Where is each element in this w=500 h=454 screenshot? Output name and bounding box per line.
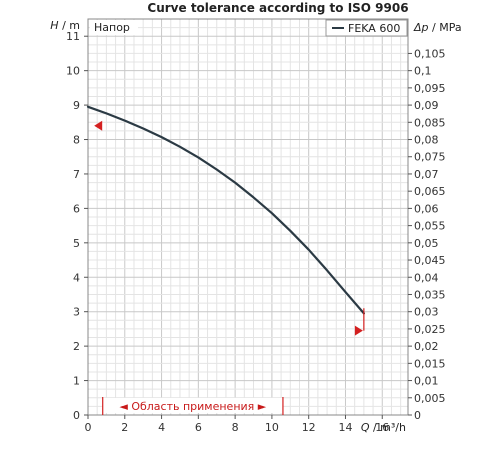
y2-tick-label: 0,02 <box>414 340 439 353</box>
annotations: Напор ◄ Область применения ► <box>90 20 365 415</box>
y-axis-title: H / m <box>50 19 80 32</box>
legend-entry: FEKA 600 <box>348 22 400 35</box>
y-tick-label: 11 <box>66 30 80 43</box>
y-tick-label: 10 <box>66 65 80 78</box>
y2-tick-label: 0,085 <box>414 116 446 129</box>
x-tick-label: 16 <box>375 421 389 434</box>
y2-tick-label: 0,04 <box>414 271 439 284</box>
x-tick-label: 14 <box>338 421 352 434</box>
x-axis-title-var: Q <box>361 421 370 434</box>
y-axis-title-var: H <box>50 19 58 32</box>
y-tick-label: 8 <box>73 134 80 147</box>
y2-tick-label: 0,095 <box>414 82 446 95</box>
y-tick-label: 6 <box>73 202 80 215</box>
x-tick-label: 2 <box>121 421 128 434</box>
y2-tick-label: 0,005 <box>414 392 446 405</box>
y-tick-label: 3 <box>73 306 80 319</box>
y-tick-label: 2 <box>73 340 80 353</box>
x-tick-label: 10 <box>265 421 279 434</box>
series-line-feka-600 <box>86 105 365 315</box>
curve-label-bg <box>90 20 138 35</box>
y2-axis-title: Δp / MPa <box>413 21 462 34</box>
x-axis-title-unit: / m³/h <box>369 421 406 434</box>
x-tick-label: 8 <box>232 421 239 434</box>
y-tick-label: 5 <box>73 237 80 250</box>
y2-tick-label: 0,1 <box>414 65 432 78</box>
y2-tick-label: 0,015 <box>414 357 446 370</box>
curve-label: Напор <box>94 21 130 34</box>
legend-box <box>325 19 408 37</box>
y2-tick-label: 0,09 <box>414 99 439 112</box>
y2-axis-title-unit: / MPa <box>429 21 462 34</box>
y-tick-label: 1 <box>73 375 80 388</box>
x-tick-label: 6 <box>195 421 202 434</box>
y2-tick-label: 0,08 <box>414 134 439 147</box>
y-tick-label: 7 <box>73 168 80 181</box>
y2-tick-label: 0,075 <box>414 151 446 164</box>
x-tick-label: 12 <box>302 421 316 434</box>
y2-tick-label: 0,06 <box>414 202 439 215</box>
y2-tick-label: 0,105 <box>414 47 446 60</box>
y-tick-label: 0 <box>73 409 80 422</box>
y2-tick-label: 0,045 <box>414 254 446 267</box>
y2-axis-title-var: Δp <box>413 21 429 34</box>
range-bg <box>102 398 283 413</box>
tolerance-start-marker <box>94 120 103 131</box>
y-tick-label: 9 <box>73 99 80 112</box>
y2-tick-label: 0,01 <box>414 375 439 388</box>
y2-tick-label: 0,05 <box>414 237 439 250</box>
application-range-label: ◄ Область применения ► <box>119 400 266 413</box>
legend: FEKA 600 <box>325 19 408 37</box>
grid <box>87 18 409 416</box>
y2-tick-label: 0,03 <box>414 306 439 319</box>
plot-border <box>87 18 409 416</box>
tolerance-end-marker <box>354 325 363 336</box>
y2-tick-label: 0 <box>414 409 421 422</box>
x-axis-title: Q / m³/h <box>361 421 406 434</box>
x-tick-label: 4 <box>158 421 165 434</box>
y2-tick-label: 0,035 <box>414 288 446 301</box>
chart-title: Curve tolerance according to ISO 9906 <box>147 1 408 15</box>
y2-tick-label: 0,07 <box>414 168 439 181</box>
y-axis-title-unit: / m <box>59 19 80 32</box>
x-tick-label: 0 <box>85 421 92 434</box>
series-layer <box>86 105 365 315</box>
y2-tick-label: 0,025 <box>414 323 446 336</box>
y2-tick-label: 0,065 <box>414 185 446 198</box>
y-tick-label: 4 <box>73 271 80 284</box>
y2-tick-label: 0,055 <box>414 220 446 233</box>
